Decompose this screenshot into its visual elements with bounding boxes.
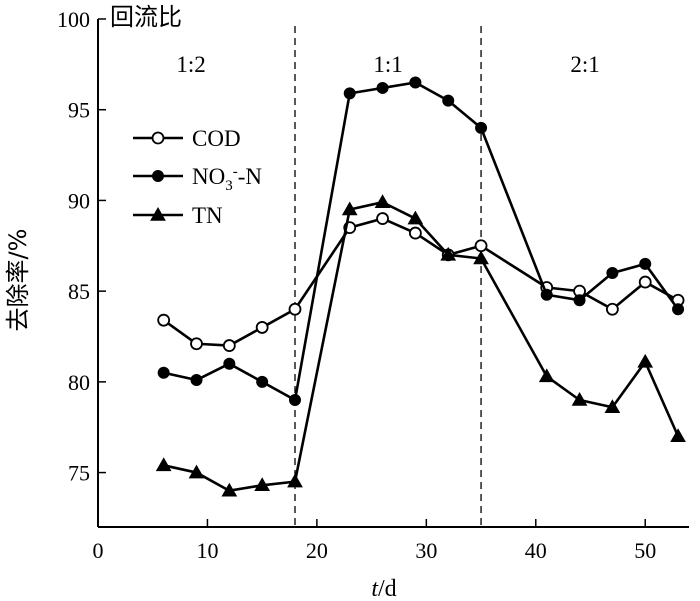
data-point xyxy=(407,210,424,225)
region-label: 2:1 xyxy=(570,52,599,77)
region-label: 1:1 xyxy=(373,52,402,77)
data-point xyxy=(155,457,172,472)
data-point xyxy=(289,394,301,406)
data-point xyxy=(672,303,685,316)
x-tick-label: 50 xyxy=(634,538,656,563)
data-point xyxy=(670,428,686,443)
series-line xyxy=(163,200,680,493)
y-tick-label: 95 xyxy=(68,98,90,123)
data-point xyxy=(254,477,271,492)
data-point xyxy=(157,313,171,327)
data-point xyxy=(287,473,303,488)
data-point xyxy=(571,391,588,406)
series-lines xyxy=(155,76,686,497)
data-point xyxy=(408,226,422,240)
data-point xyxy=(604,399,621,414)
x-tick-label: 0 xyxy=(93,538,104,563)
legend-label: TN xyxy=(192,203,223,228)
data-point xyxy=(222,339,236,352)
series-line xyxy=(163,81,680,402)
x-tick-label: 40 xyxy=(525,538,547,563)
x-tick-label: 20 xyxy=(306,538,328,563)
data-point xyxy=(442,94,455,107)
data-point xyxy=(190,337,203,351)
legend: COD NO3--N TN xyxy=(133,126,262,228)
region-label: 1:2 xyxy=(176,52,205,77)
data-point xyxy=(606,267,619,279)
legend-entry: COD xyxy=(133,126,241,151)
data-point xyxy=(341,201,358,216)
data-point xyxy=(343,87,356,100)
plot-frame xyxy=(97,19,689,528)
axis-titles: 回流比 t/d 去除率/% xyxy=(4,3,397,601)
data-point xyxy=(157,366,170,379)
region-labels: 1:2 1:1 2:1 xyxy=(176,52,599,77)
data-point xyxy=(473,250,489,265)
data-point xyxy=(638,275,652,289)
data-point xyxy=(376,81,389,94)
data-point xyxy=(150,206,166,221)
data-point xyxy=(255,321,269,334)
data-point xyxy=(223,357,236,370)
x-axis-label-unit: /d xyxy=(378,576,397,601)
x-tick-label: 30 xyxy=(415,538,437,563)
data-point xyxy=(288,302,302,316)
data-point xyxy=(376,212,389,225)
data-point xyxy=(440,246,457,261)
y-tick-label: 85 xyxy=(68,279,90,304)
legend-entry: NO3--N xyxy=(133,164,262,194)
y-tick-label: 80 xyxy=(68,370,90,395)
data-point xyxy=(637,353,654,368)
y-axis-label: 去除率/% xyxy=(4,229,32,332)
x-axis-label: t/d xyxy=(371,576,396,601)
data-point xyxy=(409,76,422,89)
y-tick-label: 75 xyxy=(68,461,90,486)
y-axis: 75 80 85 90 95 100 xyxy=(57,7,106,486)
data-point xyxy=(374,194,391,208)
data-point xyxy=(190,374,203,387)
legend-entry: TN xyxy=(133,203,223,228)
x-tick-label: 10 xyxy=(196,538,218,563)
data-point xyxy=(151,131,165,145)
series-TN xyxy=(155,194,686,497)
data-point xyxy=(573,294,586,307)
data-point xyxy=(475,121,488,134)
data-point xyxy=(474,239,488,253)
data-point xyxy=(605,302,619,316)
data-point xyxy=(221,482,238,497)
data-point xyxy=(256,375,269,388)
y-tick-label: 90 xyxy=(68,188,90,213)
legend-label: NO3--N xyxy=(192,164,262,194)
x-axis-label-italic: t xyxy=(371,576,379,601)
data-point xyxy=(639,257,652,270)
data-point xyxy=(538,368,555,383)
series-NO3--N xyxy=(157,76,685,406)
data-point xyxy=(188,464,205,479)
data-point xyxy=(540,288,553,301)
y-tick-label: 100 xyxy=(57,7,90,32)
series-COD xyxy=(157,212,685,352)
x-axis: 0 10 20 30 40 50 xyxy=(93,519,656,563)
annotation-label: 回流比 xyxy=(110,3,182,31)
data-point xyxy=(152,170,164,182)
legend-label: COD xyxy=(192,126,241,151)
